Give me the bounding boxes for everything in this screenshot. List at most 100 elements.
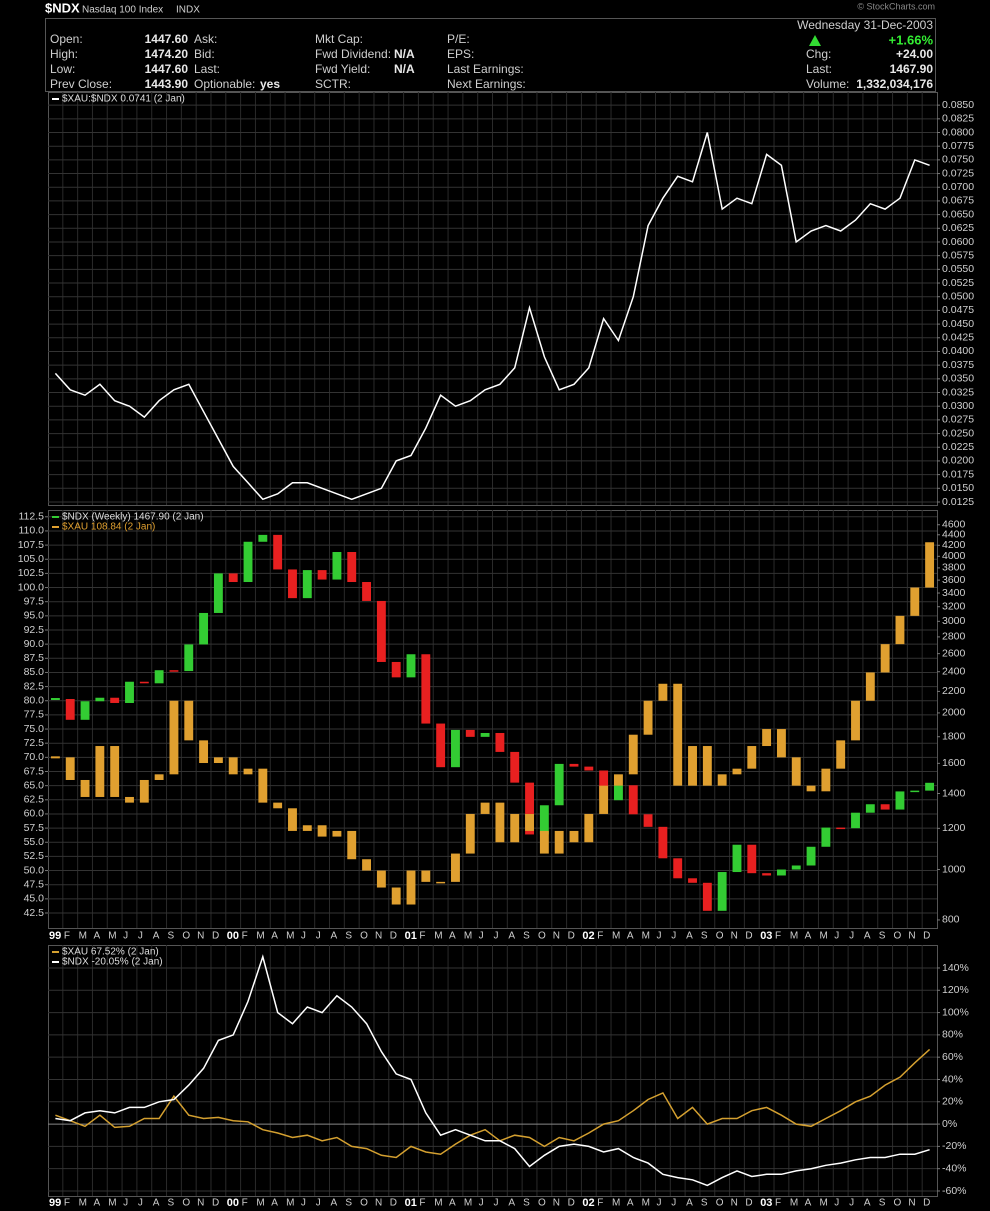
field-label: Optionable:	[194, 77, 255, 91]
y-tick-label: 0.0525	[942, 277, 974, 289]
x-tick-label: J	[479, 931, 484, 942]
x-tick-label: 01	[405, 1197, 417, 1209]
candle	[599, 770, 609, 801]
candle	[139, 779, 149, 803]
field-label: Mkt Cap:	[315, 32, 363, 46]
x-tick-label: N	[908, 931, 915, 942]
x-tick-label: O	[716, 1198, 724, 1209]
x-tick-label: A	[686, 931, 693, 942]
y-tick-label: 40%	[942, 1073, 963, 1085]
candle	[125, 796, 134, 803]
y-tick-label: 3400	[942, 587, 966, 599]
candle	[436, 723, 446, 768]
candle	[465, 813, 475, 854]
x-tick-label: 03	[760, 1197, 772, 1209]
candle	[776, 869, 786, 876]
x-tick-label: D	[923, 931, 930, 942]
candle	[539, 830, 549, 854]
candle	[851, 700, 860, 741]
y-tick-label: 70.0	[24, 751, 45, 763]
y-tick-label: 3000	[942, 615, 966, 627]
x-tick-label: N	[375, 1198, 382, 1209]
candle	[451, 729, 460, 768]
y-tick-label: 112.5	[19, 511, 45, 523]
candle	[925, 542, 935, 588]
candle	[273, 534, 283, 570]
x-tick-label: D	[390, 1198, 397, 1209]
y-tick-label: 0%	[942, 1118, 957, 1130]
x-tick-label: M	[642, 931, 650, 942]
candle	[169, 700, 179, 775]
x-tick-label: J	[123, 1198, 128, 1209]
x-tick-label: F	[64, 931, 70, 942]
candle	[317, 825, 327, 837]
candle	[65, 699, 75, 720]
x-tick-label: M	[612, 931, 620, 942]
x-tick-label: N	[731, 931, 738, 942]
x-tick-label: S	[345, 931, 352, 942]
y-tick-label: 87.5	[24, 652, 45, 664]
candle	[510, 751, 520, 783]
x-tick-label: D	[390, 931, 397, 942]
x-tick-label: J	[849, 1198, 854, 1209]
x-tick-label: F	[419, 1198, 425, 1209]
y-tick-label: 110.0	[19, 525, 45, 537]
y-tick-label: 82.5	[24, 680, 45, 692]
x-tick-label: S	[701, 931, 708, 942]
candle	[525, 813, 534, 831]
candle	[643, 700, 653, 735]
candle	[569, 830, 579, 843]
y-tick-label: 20%	[942, 1096, 963, 1108]
y-tick-label: 80.0	[24, 695, 45, 707]
x-tick-label: F	[775, 931, 781, 942]
field-value: N/A	[394, 62, 415, 76]
candle	[376, 600, 386, 662]
y-tick-label: 3600	[942, 574, 966, 586]
y-tick-label: 2200	[942, 685, 966, 697]
y-tick-label: 2400	[942, 666, 966, 678]
x-tick-label: S	[523, 931, 530, 942]
x-tick-label: M	[790, 1198, 798, 1209]
x-tick-label: O	[360, 1198, 368, 1209]
candle	[258, 534, 268, 542]
header-box	[45, 18, 936, 92]
x-tick-label: J	[656, 931, 661, 942]
y-tick-label: 65.0	[24, 779, 45, 791]
candle	[480, 732, 490, 737]
candle	[80, 779, 90, 797]
field-label: Prev Close:	[50, 77, 112, 91]
candle	[658, 683, 668, 701]
x-tick-label: D	[212, 1198, 219, 1209]
candle	[836, 827, 846, 830]
candle	[747, 844, 757, 874]
field-value: N/A	[394, 47, 415, 61]
x-tick-label: N	[197, 1198, 204, 1209]
candle	[806, 785, 816, 792]
x-tick-label: A	[627, 931, 634, 942]
y-tick-label: 140%	[942, 962, 969, 974]
x-tick-label: M	[434, 931, 442, 942]
y-tick-label: 0.0575	[942, 249, 974, 261]
x-tick-label: S	[168, 1198, 175, 1209]
x-tick-label: N	[908, 1198, 915, 1209]
x-tick-label: M	[286, 1198, 294, 1209]
x-tick-label: J	[834, 931, 839, 942]
candle	[865, 672, 875, 701]
y-tick-label: 4600	[942, 519, 966, 531]
x-tick-label: 02	[582, 930, 594, 942]
x-tick-label: 02	[582, 1197, 594, 1209]
candle	[125, 681, 134, 703]
field-value: 1467.90	[890, 62, 934, 76]
legend-label: $XAU:$NDX 0.0741 (2 Jan)	[62, 94, 185, 105]
candle	[613, 785, 623, 801]
y-tick-label: 4200	[942, 539, 966, 551]
exchange: INDX	[176, 5, 200, 16]
candle	[688, 878, 697, 883]
candle	[584, 766, 594, 771]
field-label: Last:	[806, 62, 832, 76]
candle	[836, 740, 846, 769]
candle	[806, 846, 816, 866]
x-tick-label: M	[108, 931, 116, 942]
x-tick-label: N	[375, 931, 382, 942]
